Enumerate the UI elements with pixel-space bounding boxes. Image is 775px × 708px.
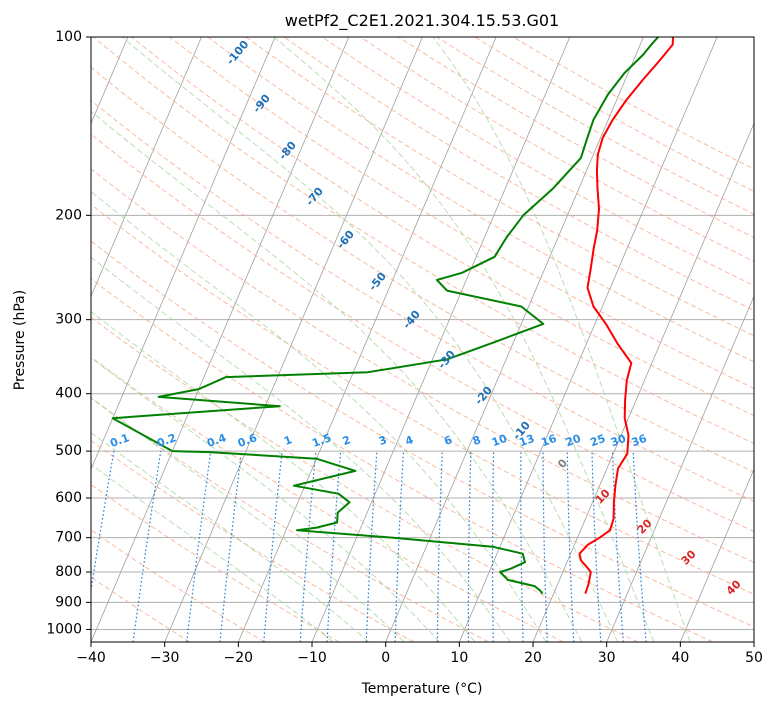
- y-tick-label: 700: [55, 530, 82, 546]
- mixing-ratio-label: 30: [609, 432, 628, 450]
- dry-adiabat-line: [91, 99, 754, 502]
- isotherm-line: [91, 37, 202, 298]
- mixing-ratio-lines: [91, 450, 647, 642]
- moist-adiabat-line: [91, 191, 547, 642]
- isotherm-line: [679, 468, 754, 642]
- y-axis-label: Pressure (hPa): [12, 290, 28, 390]
- x-tick-label: 40: [671, 650, 689, 666]
- x-tick-label: 10: [450, 650, 468, 666]
- isotherm-line: [532, 122, 754, 642]
- mixing-ratio-label: 3: [377, 433, 389, 448]
- dry-adiabat-line: [91, 240, 754, 628]
- dry-adiabat-line: [91, 529, 265, 642]
- y-tick-label: 800: [55, 564, 82, 580]
- y-tick-label: 600: [55, 490, 82, 506]
- x-tick-label: −40: [76, 650, 106, 666]
- moist-adiabat-line: [91, 356, 440, 642]
- moist-adiabat-line: [91, 310, 476, 642]
- y-tick-label: 500: [55, 443, 82, 459]
- moist-adiabat-lines: [91, 37, 691, 642]
- dry-adiabat-line: [91, 316, 639, 642]
- x-tick-label: 20: [524, 650, 542, 666]
- moist-adiabat-line: [91, 256, 511, 642]
- isotherm-line: [164, 37, 423, 642]
- mixing-ratio-line: [219, 451, 243, 642]
- dry-adiabat-lines: [91, 37, 754, 642]
- mixing-ratio-label: 1.5: [310, 431, 333, 450]
- isotherm-line: [91, 37, 276, 471]
- moist-adiabat-line: [91, 431, 370, 642]
- moist-adiabat-line: [121, 37, 619, 642]
- mixing-ratio-label: 25: [588, 432, 607, 449]
- y-tick-label: 1000: [46, 621, 82, 637]
- dry-adiabat-line: [91, 483, 340, 642]
- mixing-ratio-label: 16: [539, 432, 558, 450]
- dry-adiabat-line: [91, 397, 489, 642]
- mixing-ratio-label: 0.2: [155, 431, 178, 450]
- dry-adiabat-line: [207, 37, 754, 363]
- mixing-ratio-label: 6: [442, 433, 454, 448]
- mixing-ratio-line: [186, 451, 212, 642]
- y-tick-label: 400: [55, 386, 82, 402]
- x-tick-label: −30: [150, 650, 180, 666]
- moist-adiabat-line: [91, 110, 583, 642]
- x-tick-label: −10: [297, 650, 327, 666]
- dry-adiabat-line: [91, 203, 754, 595]
- dry-adiabat-line: [91, 440, 415, 642]
- mixing-ratio-label: 36: [630, 432, 649, 450]
- chart-title: wetPf2_C2E1.2021.304.15.53.G01: [285, 11, 559, 31]
- mixing-ratio-label: 2: [341, 433, 353, 448]
- mixing-ratio-label: 10: [490, 432, 509, 450]
- dry-adiabat-line: [169, 37, 754, 389]
- moist-adiabat-line: [432, 37, 691, 642]
- temperature-profile-line: [578, 37, 674, 594]
- isotherm-line: [237, 37, 497, 642]
- mixing-ratio-label: 13: [517, 432, 536, 449]
- x-tick-label: −20: [224, 650, 254, 666]
- dry-adiabat-line: [91, 133, 754, 533]
- moist-adiabat-line: [91, 396, 405, 642]
- isotherm-line: [91, 37, 350, 642]
- x-tick-label: 30: [598, 650, 616, 666]
- mixing-ratio-label: 20: [564, 432, 583, 450]
- mixing-ratio-label: 8: [471, 433, 483, 448]
- y-tick-label: 200: [55, 207, 82, 223]
- dry-adiabat-line: [245, 37, 754, 337]
- dry-adiabat-line: [91, 278, 713, 642]
- dry-adiabat-line: [91, 168, 754, 563]
- x-axis-label: Temperature (°C): [361, 681, 483, 697]
- dry-adiabat-line: [91, 356, 564, 642]
- mixing-ratio-label: 0.1: [108, 431, 131, 450]
- isotherm-line: [458, 37, 718, 642]
- moist-adiabat-line: [91, 463, 334, 642]
- dry-adiabat-line: [91, 66, 754, 473]
- y-tick-label: 300: [55, 312, 82, 328]
- plot-area: [91, 37, 754, 642]
- mixing-ratio-label: 0.4: [205, 431, 228, 450]
- plot-frame: [90, 36, 755, 643]
- y-tick-label: 100: [55, 29, 82, 45]
- mixing-ratio-line: [299, 451, 317, 642]
- dry-adiabat-line: [283, 37, 754, 312]
- axes: −40 −30 −20 −10 0 10 20 30 40 5010020030040050060…: [46, 29, 763, 666]
- sounding-profiles: [111, 37, 674, 595]
- x-tick-label: 0: [381, 650, 390, 666]
- dewpoint-profile-line: [111, 37, 659, 595]
- mixing-ratio-label: 4: [404, 433, 416, 448]
- mixing-ratio-line: [263, 451, 283, 642]
- mixing-ratio-label: 1: [282, 433, 294, 448]
- x-tick-label: 50: [745, 650, 763, 666]
- y-tick-label: 900: [55, 594, 82, 610]
- mixing-ratio-line: [132, 451, 162, 642]
- isotherm-line: [606, 295, 754, 642]
- moist-adiabat-line: [273, 37, 655, 642]
- mixing-ratio-label: 0.6: [236, 431, 259, 450]
- mixing-ratio-line: [91, 450, 115, 594]
- mixing-ratio-line: [632, 451, 647, 642]
